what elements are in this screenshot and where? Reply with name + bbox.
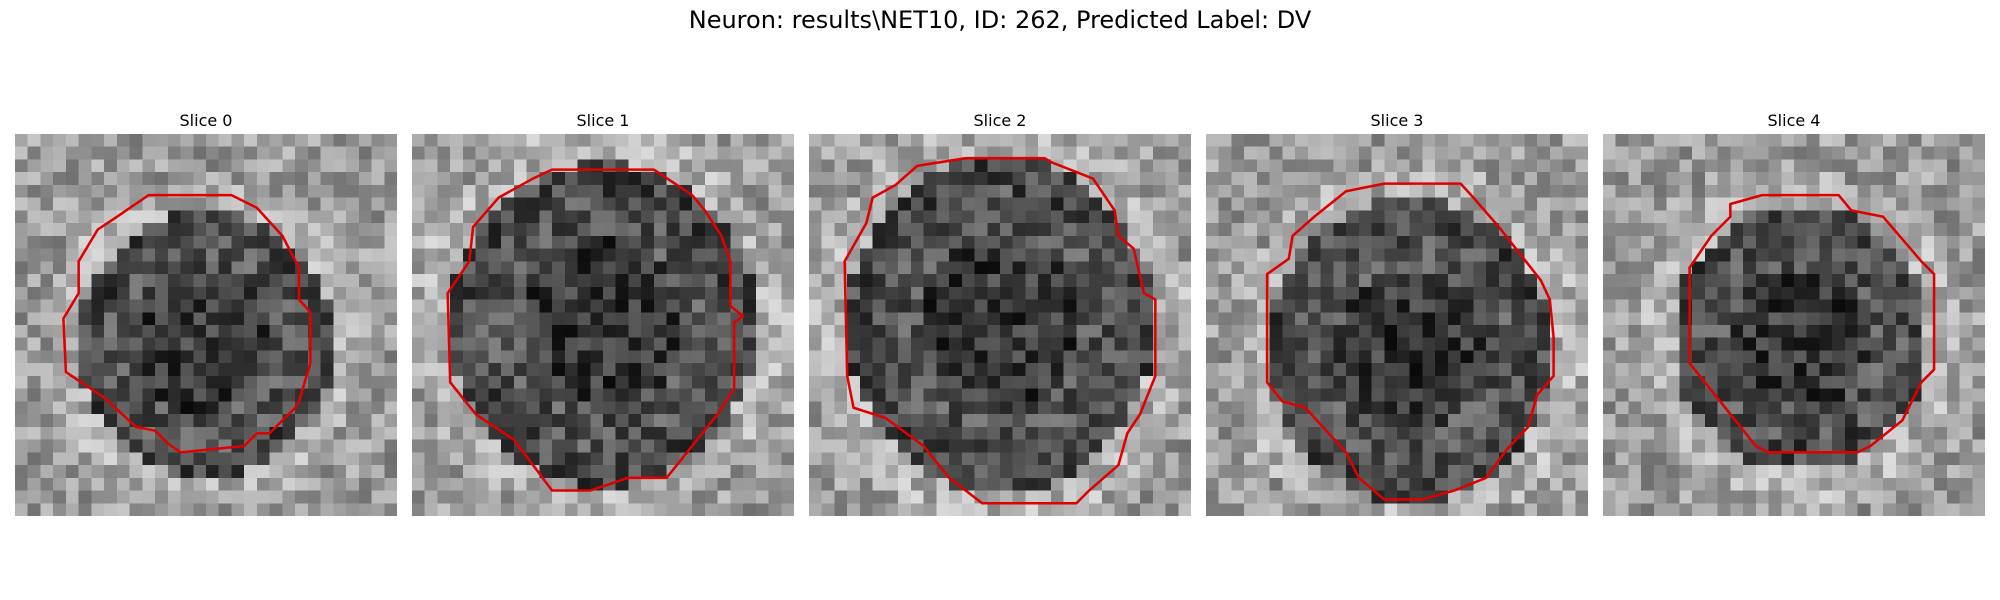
slice-image [15, 134, 397, 516]
slice-title: Slice 0 [179, 111, 233, 130]
segmentation-contour [1265, 182, 1555, 501]
segmentation-contour [1688, 193, 1936, 454]
segmentation-contour [62, 193, 312, 454]
slice-image [412, 134, 794, 516]
slice-title: Slice 4 [1767, 111, 1821, 130]
slice-title: Slice 3 [1370, 111, 1424, 130]
slice-title: Slice 2 [973, 111, 1027, 130]
slice-image [1603, 134, 1985, 516]
slice-panel-3: Slice 3 [1206, 108, 1588, 516]
figure-title: Neuron: results\NET10, ID: 262, Predicte… [688, 6, 1312, 34]
slice-panel-0: Slice 0 [15, 108, 397, 516]
slice-panel-4: Slice 4 [1603, 108, 1985, 516]
slice-title: Slice 1 [576, 111, 630, 130]
slice-image [809, 134, 1191, 516]
segmentation-contour [446, 168, 745, 492]
slice-panel-2: Slice 2 [809, 108, 1191, 516]
segmentation-contour [843, 156, 1157, 505]
slice-image [1206, 134, 1588, 516]
slice-panel-1: Slice 1 [412, 108, 794, 516]
